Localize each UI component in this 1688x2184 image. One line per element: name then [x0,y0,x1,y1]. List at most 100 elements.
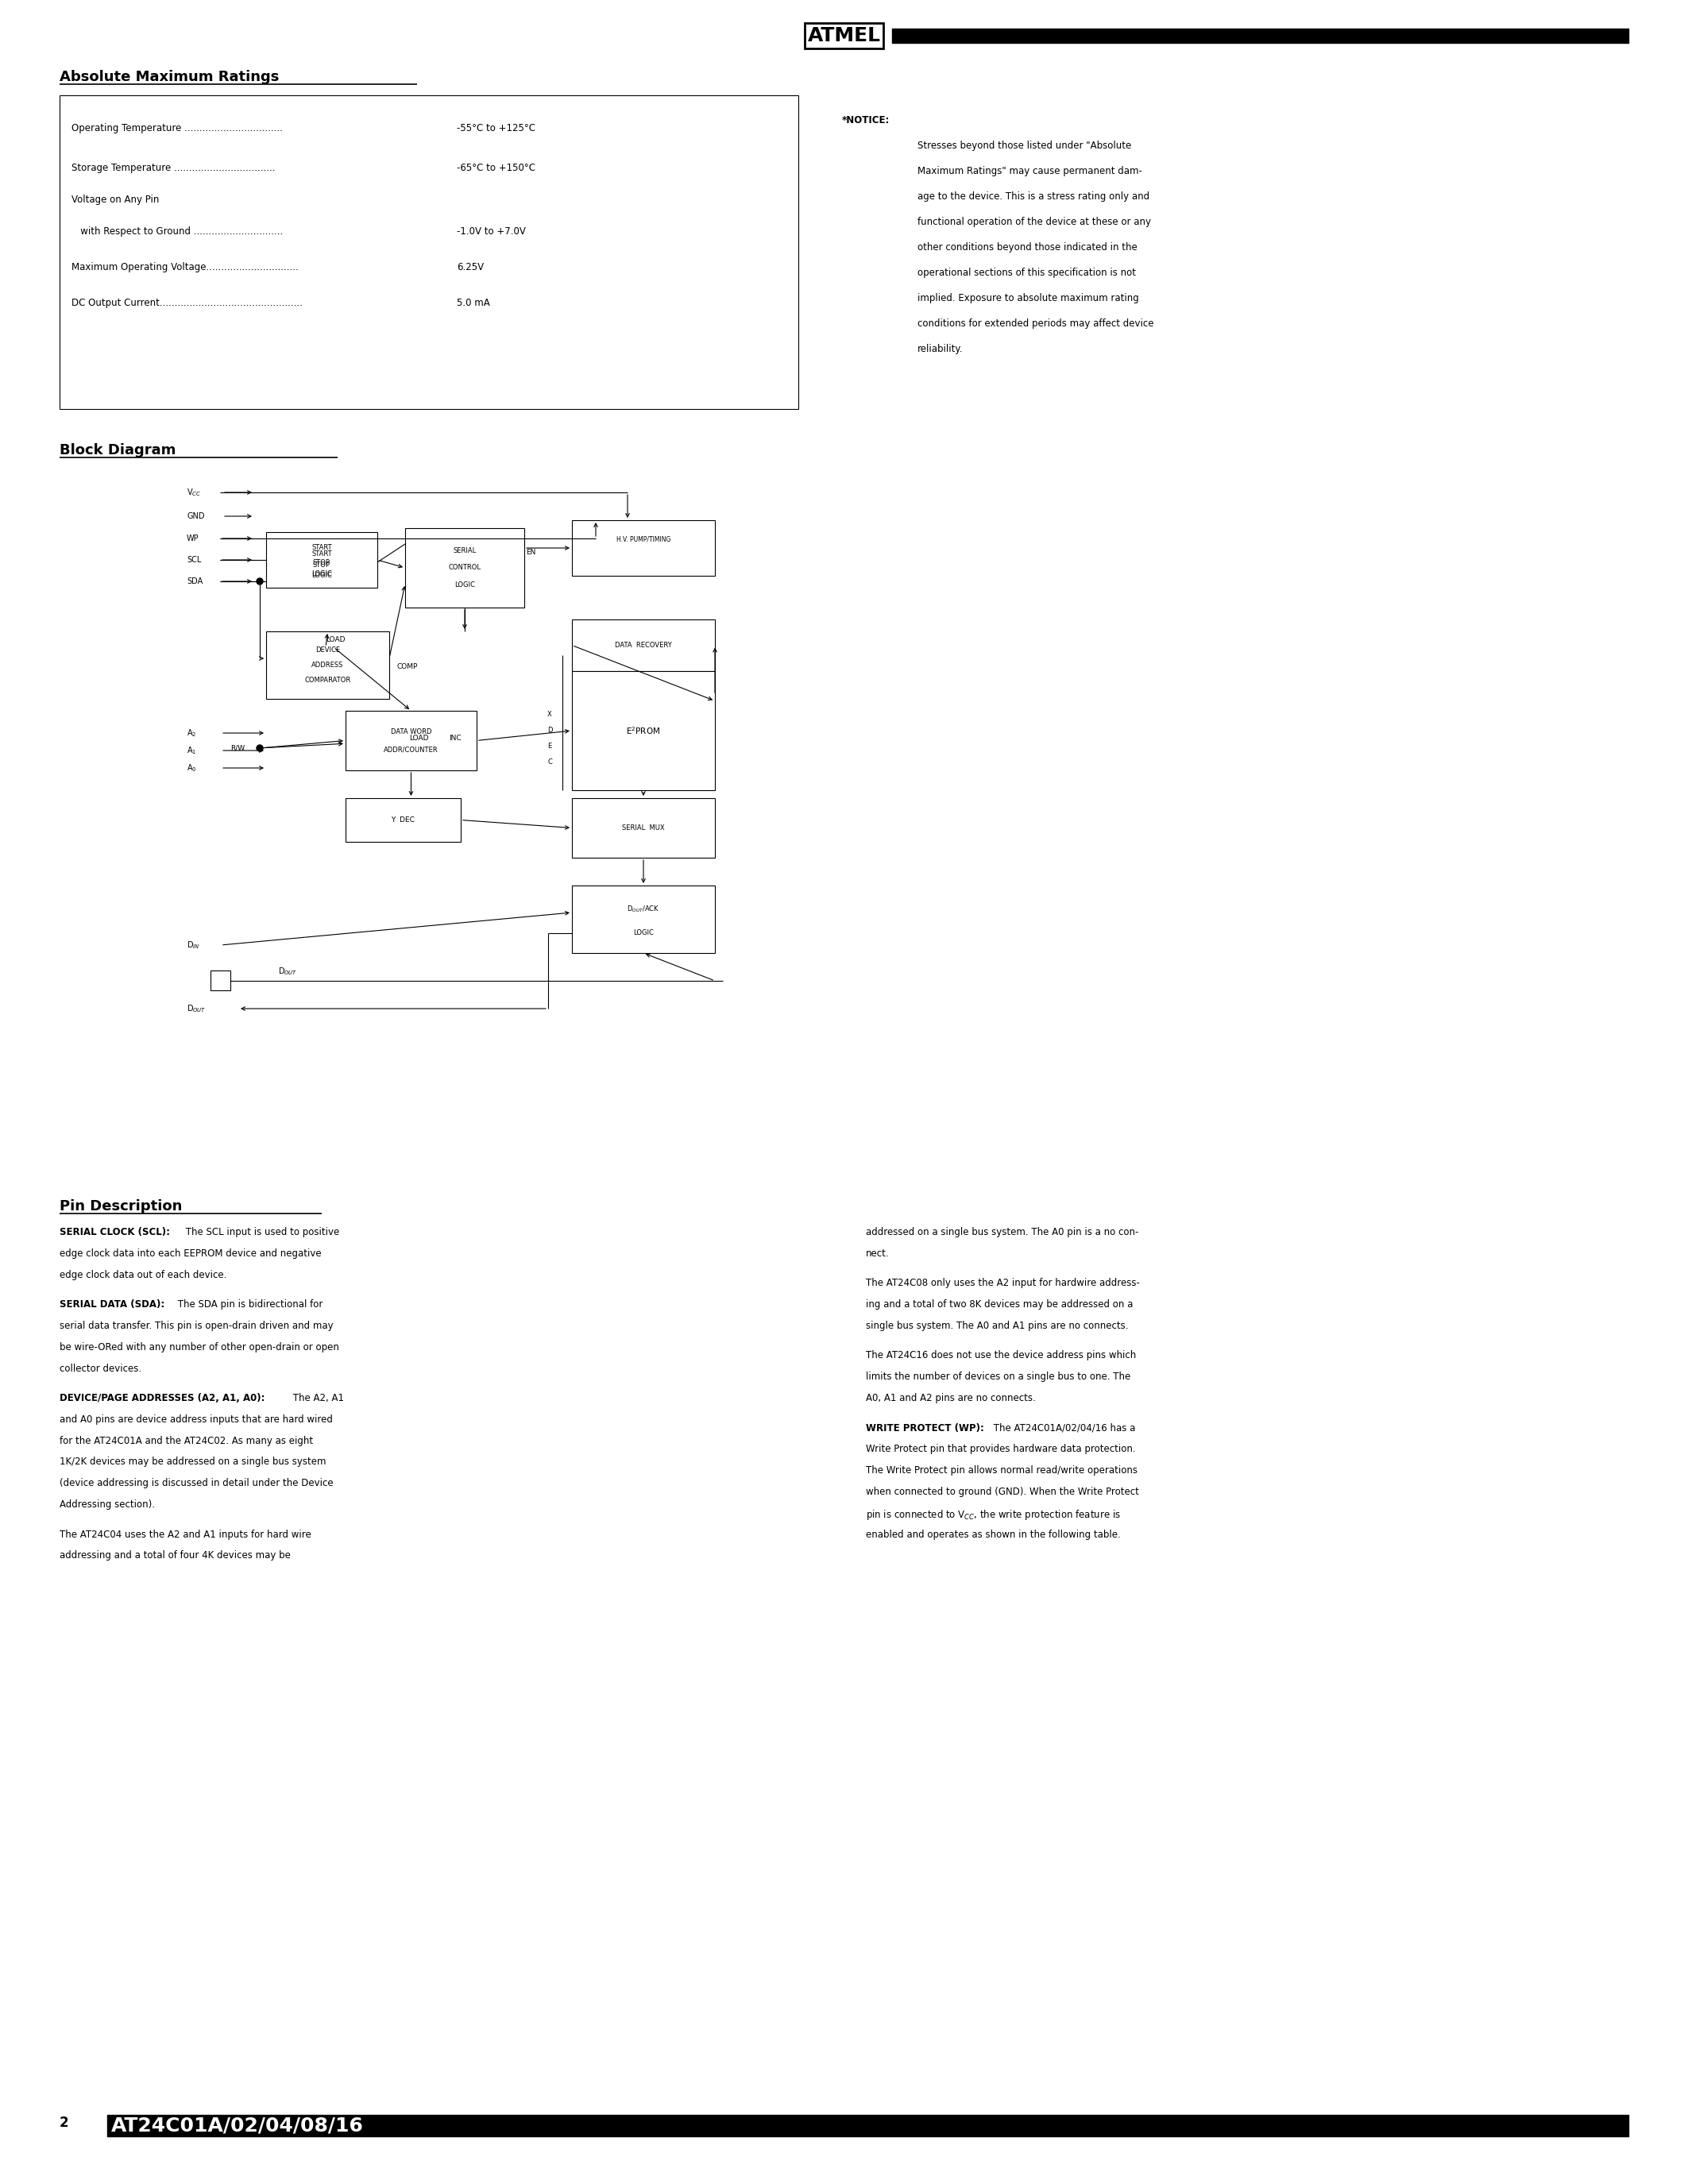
Text: Stresses beyond those listed under "Absolute: Stresses beyond those listed under "Abso… [918,140,1131,151]
Text: when connected to ground (GND). When the Write Protect: when connected to ground (GND). When the… [866,1487,1139,1496]
Text: 5.0 mA: 5.0 mA [457,297,490,308]
Text: functional operation of the device at these or any: functional operation of the device at th… [918,216,1151,227]
Text: 1K/2K devices may be addressed on a single bus system: 1K/2K devices may be addressed on a sing… [59,1457,326,1468]
Text: AT24C01A/02/04/08/16: AT24C01A/02/04/08/16 [111,2116,363,2134]
Bar [211,970,230,989]
Text: Write Protect pin that provides hardware data protection.: Write Protect pin that provides hardware… [866,1444,1136,1455]
Text: ATMEL: ATMEL [807,26,881,46]
Circle shape [257,745,263,751]
Text: edge clock data into each EEPROM device and negative: edge clock data into each EEPROM device … [59,1249,321,1258]
Text: The A2, A1: The A2, A1 [290,1393,344,1404]
Text: C: C [547,758,552,767]
Text: EN: EN [527,548,535,555]
Text: STOP
LOGIC: STOP LOGIC [311,561,333,577]
Text: Operating Temperature .................................: Operating Temperature ..................… [71,122,282,133]
Text: The AT24C16 does not use the device address pins which: The AT24C16 does not use the device addr… [866,1350,1136,1361]
Text: The AT24C08 only uses the A2 input for hardwire address-: The AT24C08 only uses the A2 input for h… [866,1278,1139,1289]
Text: SCL: SCL [187,557,201,563]
Text: WRITE PROTECT (WP):: WRITE PROTECT (WP): [866,1422,984,1433]
Text: H.V. PUMP/TIMING: H.V. PUMP/TIMING [616,535,670,544]
Text: DC Output Current................................................: DC Output Current.......................… [71,297,302,308]
Text: implied. Exposure to absolute maximum rating: implied. Exposure to absolute maximum ra… [918,293,1139,304]
Text: D$_{IN}$: D$_{IN}$ [187,939,199,950]
Text: COMP: COMP [397,664,419,670]
Text: (device addressing is discussed in detail under the Device: (device addressing is discussed in detai… [59,1479,333,1489]
Text: 2: 2 [59,2116,69,2129]
Text: single bus system. The A0 and A1 pins are no connects.: single bus system. The A0 and A1 pins ar… [866,1321,1128,1330]
Text: A$_2$: A$_2$ [187,727,196,738]
Text: DEVICE: DEVICE [316,646,339,653]
Text: -65°C to +150°C: -65°C to +150°C [457,164,535,173]
Bar [572,520,716,577]
Text: age to the device. This is a stress rating only and: age to the device. This is a stress rati… [918,192,1150,201]
Text: WP: WP [187,535,199,542]
Text: serial data transfer. This pin is open-drain driven and may: serial data transfer. This pin is open-d… [59,1321,333,1330]
Text: E$^2$PROM: E$^2$PROM [626,725,660,736]
Text: R/W: R/W [230,745,245,751]
Text: conditions for extended periods may affect device: conditions for extended periods may affe… [918,319,1155,330]
Text: SDA: SDA [187,577,203,585]
Text: X: X [547,712,552,719]
Bar [346,710,476,771]
Text: START: START [312,544,333,550]
Text: DATA WORD: DATA WORD [390,727,432,736]
Text: A$_0$: A$_0$ [187,762,197,773]
Text: limits the number of devices on a single bus to one. The: limits the number of devices on a single… [866,1372,1131,1382]
Text: -55°C to +125°C: -55°C to +125°C [457,122,535,133]
Text: Absolute Maximum Ratings: Absolute Maximum Ratings [59,70,279,85]
Text: edge clock data out of each device.: edge clock data out of each device. [59,1269,226,1280]
Bar [267,631,390,699]
Text: Addressing section).: Addressing section). [59,1500,155,1509]
Text: SERIAL DATA (SDA):: SERIAL DATA (SDA): [59,1299,165,1310]
Text: GND: GND [187,513,204,520]
Text: addressed on a single bus system. The A0 pin is a no con-: addressed on a single bus system. The A0… [866,1227,1139,1238]
Text: reliability.: reliability. [918,343,964,354]
Bar [572,885,716,952]
Text: LOGIC: LOGIC [454,581,474,590]
Text: E: E [547,743,552,749]
Text: ADDRESS: ADDRESS [312,662,344,668]
Text: and A0 pins are device address inputs that are hard wired: and A0 pins are device address inputs th… [59,1415,333,1424]
Text: collector devices.: collector devices. [59,1363,142,1374]
Text: ing and a total of two 8K devices may be addressed on a: ing and a total of two 8K devices may be… [866,1299,1133,1310]
Text: nect.: nect. [866,1249,890,1258]
Text: The Write Protect pin allows normal read/write operations: The Write Protect pin allows normal read… [866,1465,1138,1476]
Text: The AT24C01A/02/04/16 has a: The AT24C01A/02/04/16 has a [991,1422,1136,1433]
Text: CONTROL: CONTROL [449,563,481,572]
Text: DEVICE/PAGE ADDRESSES (A2, A1, A0):: DEVICE/PAGE ADDRESSES (A2, A1, A0): [59,1393,265,1404]
Text: -1.0V to +7.0V: -1.0V to +7.0V [457,227,525,236]
Text: for the AT24C01A and the AT24C02. As many as eight: for the AT24C01A and the AT24C02. As man… [59,1435,312,1446]
Text: *NOTICE:: *NOTICE: [842,116,890,124]
Bar [405,529,525,607]
Text: SERIAL  MUX: SERIAL MUX [623,823,665,832]
Text: Y  DEC: Y DEC [392,817,415,823]
Text: operational sections of this specification is not: operational sections of this specificati… [918,269,1136,277]
Text: Block Diagram: Block Diagram [59,443,176,456]
Text: with Respect to Ground ..............................: with Respect to Ground .................… [71,227,284,236]
Bar [572,670,716,791]
Text: The AT24C04 uses the A2 and A1 inputs for hard wire: The AT24C04 uses the A2 and A1 inputs fo… [59,1529,311,1540]
Bar [346,797,461,841]
Text: A0, A1 and A2 pins are no connects.: A0, A1 and A2 pins are no connects. [866,1393,1036,1404]
Text: D$_{OUT}$: D$_{OUT}$ [187,1002,206,1013]
Bar [267,533,378,587]
Text: COMPARATOR: COMPARATOR [304,677,351,684]
Text: ADDR/COUNTER: ADDR/COUNTER [383,747,439,753]
Text: Maximum Ratings" may cause permanent dam-: Maximum Ratings" may cause permanent dam… [918,166,1143,177]
Text: enabled and operates as shown in the following table.: enabled and operates as shown in the fol… [866,1529,1121,1540]
Text: 6.25V: 6.25V [457,262,484,273]
Text: The SCL input is used to positive: The SCL input is used to positive [182,1227,339,1238]
Bar [572,620,716,670]
Text: Storage Temperature ..................................: Storage Temperature ....................… [71,164,275,173]
Bar [572,797,716,858]
Text: STOP: STOP [312,559,331,566]
Text: Voltage on Any Pin: Voltage on Any Pin [71,194,159,205]
Text: Maximum Operating Voltage...............................: Maximum Operating Voltage...............… [71,262,299,273]
Text: be wire-ORed with any number of other open-drain or open: be wire-ORed with any number of other op… [59,1341,339,1352]
Text: pin is connected to V$_{CC}$, the write protection feature is: pin is connected to V$_{CC}$, the write … [866,1507,1121,1522]
Text: The SDA pin is bidirectional for: The SDA pin is bidirectional for [176,1299,322,1310]
Text: A$_1$: A$_1$ [187,745,196,756]
Text: DATA  RECOVERY: DATA RECOVERY [614,642,672,649]
Text: addressing and a total of four 4K devices may be: addressing and a total of four 4K device… [59,1551,290,1562]
Text: D$_{OUT}$/ACK: D$_{OUT}$/ACK [626,904,660,915]
